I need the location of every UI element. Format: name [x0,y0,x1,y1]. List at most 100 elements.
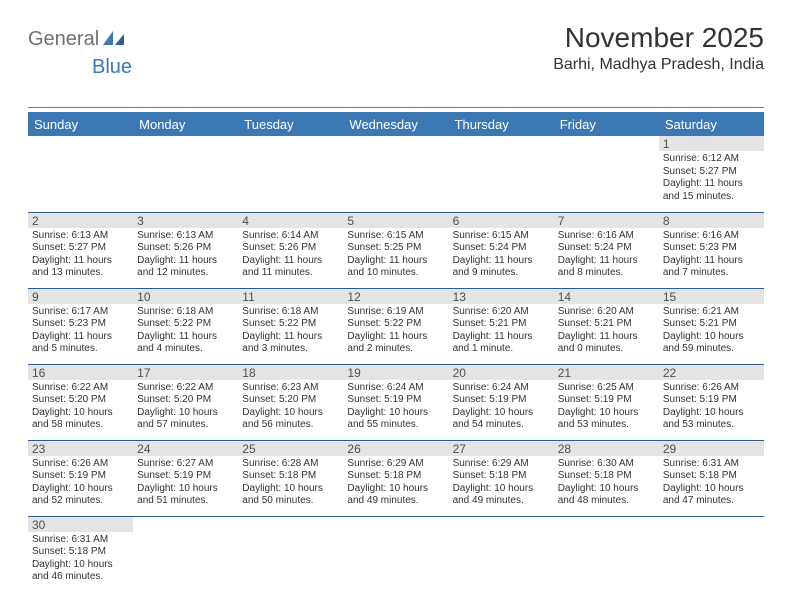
day-number: 25 [238,441,343,456]
sunrise-text: Sunrise: 6:24 AM [453,382,550,395]
dayhdr-thursday: Thursday [449,112,554,136]
day-details: Sunrise: 6:29 AMSunset: 5:18 PMDaylight:… [449,456,554,510]
logo-text-blue: Blue [92,56,132,78]
sunset-text: Sunset: 5:22 PM [137,318,234,331]
sunrise-text: Sunrise: 6:29 AM [453,458,550,471]
sunset-text: Sunset: 5:19 PM [347,394,444,407]
sunrise-text: Sunrise: 6:15 AM [453,230,550,243]
calendar-cell: 29Sunrise: 6:31 AMSunset: 5:18 PMDayligh… [659,440,764,516]
sunrise-text: Sunrise: 6:31 AM [32,534,129,547]
day-details: Sunrise: 6:24 AMSunset: 5:19 PMDaylight:… [343,380,448,434]
sunset-text: Sunset: 5:22 PM [242,318,339,331]
sunrise-text: Sunrise: 6:22 AM [32,382,129,395]
sunset-text: Sunset: 5:27 PM [663,166,760,179]
day-number: 24 [133,441,238,456]
day-number: 2 [28,213,133,228]
calendar-row: 2Sunrise: 6:13 AMSunset: 5:27 PMDaylight… [28,212,764,288]
daylight-text: Daylight: 10 hours and 57 minutes. [137,407,234,432]
day-details: Sunrise: 6:13 AMSunset: 5:26 PMDaylight:… [133,228,238,282]
day-details: Sunrise: 6:15 AMSunset: 5:24 PMDaylight:… [449,228,554,282]
calendar-cell [238,136,343,212]
sunrise-text: Sunrise: 6:26 AM [32,458,129,471]
sunset-text: Sunset: 5:23 PM [32,318,129,331]
sunrise-text: Sunrise: 6:25 AM [558,382,655,395]
day-details: Sunrise: 6:25 AMSunset: 5:19 PMDaylight:… [554,380,659,434]
daylight-text: Daylight: 11 hours and 2 minutes. [347,331,444,356]
calendar-cell: 26Sunrise: 6:29 AMSunset: 5:18 PMDayligh… [343,440,448,516]
calendar-cell: 12Sunrise: 6:19 AMSunset: 5:22 PMDayligh… [343,288,448,364]
day-details: Sunrise: 6:18 AMSunset: 5:22 PMDaylight:… [133,304,238,358]
day-details: Sunrise: 6:22 AMSunset: 5:20 PMDaylight:… [133,380,238,434]
divider [28,107,764,108]
calendar-cell: 1Sunrise: 6:12 AMSunset: 5:27 PMDaylight… [659,136,764,212]
calendar-row: 16Sunrise: 6:22 AMSunset: 5:20 PMDayligh… [28,364,764,440]
calendar-cell: 11Sunrise: 6:18 AMSunset: 5:22 PMDayligh… [238,288,343,364]
day-details: Sunrise: 6:28 AMSunset: 5:18 PMDaylight:… [238,456,343,510]
day-number: 4 [238,213,343,228]
day-number: 20 [449,365,554,380]
sunset-text: Sunset: 5:24 PM [453,242,550,255]
day-details: Sunrise: 6:23 AMSunset: 5:20 PMDaylight:… [238,380,343,434]
sunset-text: Sunset: 5:19 PM [558,394,655,407]
month-title: November 2025 [553,22,764,54]
logo-sail-icon [103,28,125,51]
calendar-cell: 6Sunrise: 6:15 AMSunset: 5:24 PMDaylight… [449,212,554,288]
day-details: Sunrise: 6:31 AMSunset: 5:18 PMDaylight:… [659,456,764,510]
sunset-text: Sunset: 5:18 PM [558,470,655,483]
calendar-cell: 13Sunrise: 6:20 AMSunset: 5:21 PMDayligh… [449,288,554,364]
day-details: Sunrise: 6:18 AMSunset: 5:22 PMDaylight:… [238,304,343,358]
day-details: Sunrise: 6:15 AMSunset: 5:25 PMDaylight:… [343,228,448,282]
sunrise-text: Sunrise: 6:21 AM [663,306,760,319]
calendar-cell: 30Sunrise: 6:31 AMSunset: 5:18 PMDayligh… [28,516,133,592]
sunset-text: Sunset: 5:21 PM [663,318,760,331]
day-number: 28 [554,441,659,456]
sunrise-text: Sunrise: 6:20 AM [558,306,655,319]
sunset-text: Sunset: 5:22 PM [347,318,444,331]
daylight-text: Daylight: 10 hours and 46 minutes. [32,559,129,584]
calendar-cell: 28Sunrise: 6:30 AMSunset: 5:18 PMDayligh… [554,440,659,516]
day-details: Sunrise: 6:29 AMSunset: 5:18 PMDaylight:… [343,456,448,510]
sunrise-text: Sunrise: 6:20 AM [453,306,550,319]
calendar-cell: 18Sunrise: 6:23 AMSunset: 5:20 PMDayligh… [238,364,343,440]
sunset-text: Sunset: 5:20 PM [137,394,234,407]
calendar-cell: 20Sunrise: 6:24 AMSunset: 5:19 PMDayligh… [449,364,554,440]
day-details: Sunrise: 6:22 AMSunset: 5:20 PMDaylight:… [28,380,133,434]
calendar-cell [449,516,554,592]
daylight-text: Daylight: 11 hours and 10 minutes. [347,255,444,280]
daylight-text: Daylight: 10 hours and 58 minutes. [32,407,129,432]
daylight-text: Daylight: 11 hours and 12 minutes. [137,255,234,280]
dayhdr-wednesday: Wednesday [343,112,448,136]
calendar-row: 9Sunrise: 6:17 AMSunset: 5:23 PMDaylight… [28,288,764,364]
day-number: 14 [554,289,659,304]
day-number: 8 [659,213,764,228]
calendar-cell [554,136,659,212]
daylight-text: Daylight: 11 hours and 7 minutes. [663,255,760,280]
calendar-cell: 27Sunrise: 6:29 AMSunset: 5:18 PMDayligh… [449,440,554,516]
sunset-text: Sunset: 5:24 PM [558,242,655,255]
daylight-text: Daylight: 11 hours and 8 minutes. [558,255,655,280]
calendar-row: 30Sunrise: 6:31 AMSunset: 5:18 PMDayligh… [28,516,764,592]
daylight-text: Daylight: 11 hours and 1 minute. [453,331,550,356]
day-details: Sunrise: 6:31 AMSunset: 5:18 PMDaylight:… [28,532,133,586]
day-number: 3 [133,213,238,228]
sunrise-text: Sunrise: 6:29 AM [347,458,444,471]
calendar-cell [554,516,659,592]
day-number: 13 [449,289,554,304]
calendar-cell: 23Sunrise: 6:26 AMSunset: 5:19 PMDayligh… [28,440,133,516]
daylight-text: Daylight: 11 hours and 3 minutes. [242,331,339,356]
calendar-cell: 7Sunrise: 6:16 AMSunset: 5:24 PMDaylight… [554,212,659,288]
sunrise-text: Sunrise: 6:17 AM [32,306,129,319]
calendar-cell: 25Sunrise: 6:28 AMSunset: 5:18 PMDayligh… [238,440,343,516]
daylight-text: Daylight: 10 hours and 52 minutes. [32,483,129,508]
sunrise-text: Sunrise: 6:15 AM [347,230,444,243]
day-details: Sunrise: 6:20 AMSunset: 5:21 PMDaylight:… [449,304,554,358]
daylight-text: Daylight: 10 hours and 49 minutes. [453,483,550,508]
sunset-text: Sunset: 5:18 PM [347,470,444,483]
sunrise-text: Sunrise: 6:30 AM [558,458,655,471]
day-details: Sunrise: 6:16 AMSunset: 5:24 PMDaylight:… [554,228,659,282]
sunset-text: Sunset: 5:18 PM [242,470,339,483]
sunrise-text: Sunrise: 6:26 AM [663,382,760,395]
day-number: 29 [659,441,764,456]
calendar-cell [449,136,554,212]
day-details: Sunrise: 6:16 AMSunset: 5:23 PMDaylight:… [659,228,764,282]
